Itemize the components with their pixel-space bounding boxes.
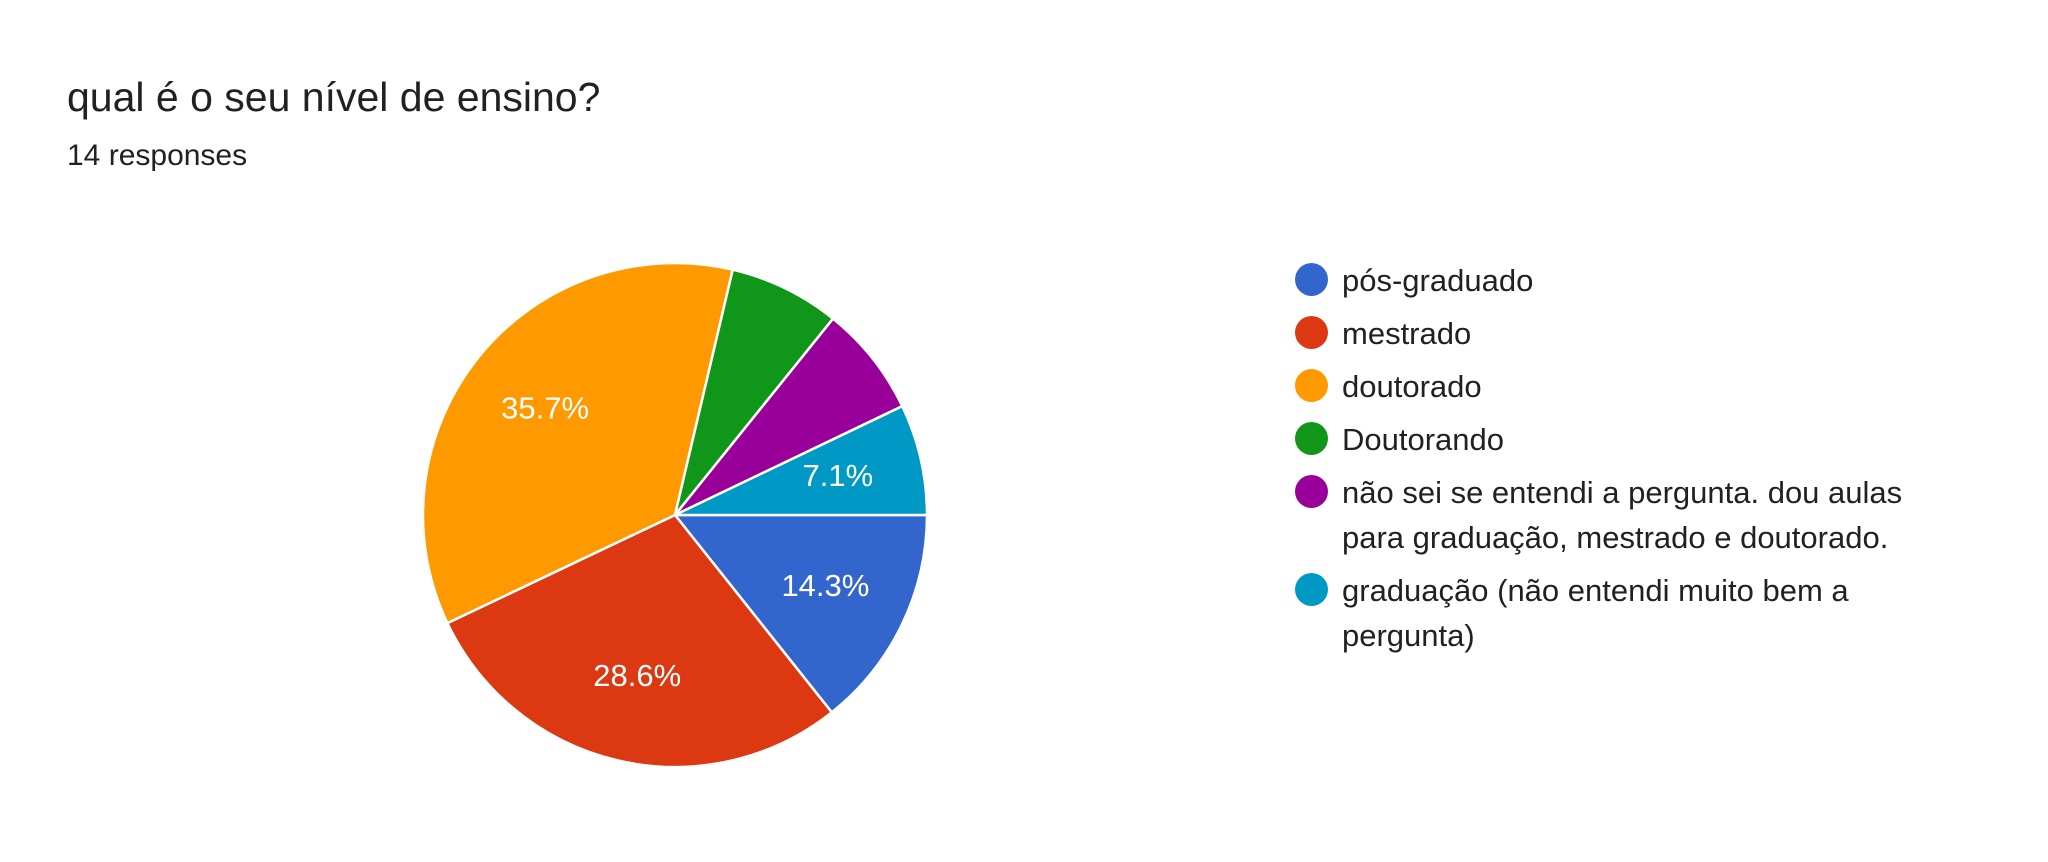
pie-slice[interactable]	[673, 268, 835, 516]
legend-label: pós-graduado	[1342, 263, 1534, 298]
legend-label: não sei se entendi a pergunta. dou aulas…	[1342, 475, 1903, 555]
pie-slice[interactable]	[672, 513, 929, 715]
slice-percent-label: 7.1%	[803, 458, 874, 493]
legend-label: Doutorando	[1342, 422, 1505, 457]
legend-item[interactable]: não sei se entendi a pergunta. dou aulas…	[1295, 470, 1915, 560]
chart-title: qual é o seu nível de ensino?	[67, 74, 601, 120]
legend-color-dot	[1295, 475, 1328, 508]
legend-color-dot	[1295, 369, 1328, 402]
legend-color-dot	[1295, 316, 1328, 349]
legend-item[interactable]: graduação (não entendi muito bem a pergu…	[1295, 568, 1915, 658]
response-count: 14 responses	[67, 139, 248, 172]
legend-label: graduação (não entendi muito bem a pergu…	[1342, 573, 1849, 653]
pie-chart: 14.3% 28.6% 35.7% 7.1%	[421, 261, 929, 769]
pie-slice[interactable]	[421, 261, 735, 625]
legend-item[interactable]: Doutorando	[1295, 417, 1915, 462]
legend-color-dot	[1295, 573, 1328, 606]
legend-item[interactable]: mestrado	[1295, 311, 1915, 356]
slice-percent-label: 28.6%	[593, 658, 681, 693]
slice-percent-label: 14.3%	[781, 568, 869, 603]
slice-percent-label: 35.7%	[501, 390, 589, 425]
pie-slice[interactable]	[674, 404, 929, 517]
legend-item[interactable]: doutorado	[1295, 364, 1915, 409]
legend-label: doutorado	[1342, 369, 1482, 404]
legend-color-dot	[1295, 422, 1328, 455]
legend-color-dot	[1295, 263, 1328, 296]
legend-item[interactable]: pós-graduado	[1295, 258, 1915, 303]
pie-slice[interactable]	[674, 316, 904, 517]
legend-label: mestrado	[1342, 316, 1472, 351]
chart-legend: pós-graduado mestrado doutorado Doutorando n…	[1295, 258, 1915, 666]
